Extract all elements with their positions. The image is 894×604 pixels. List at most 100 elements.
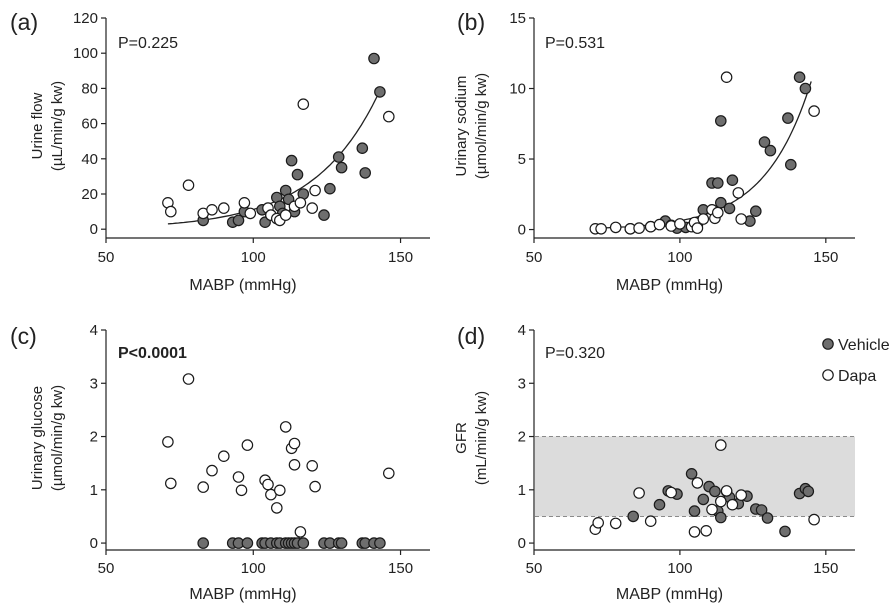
dapa-point <box>232 471 245 483</box>
y-tick-label: 3 <box>518 375 526 392</box>
dapa-point <box>633 222 645 234</box>
x-tick-label: 100 <box>667 560 692 577</box>
dapa-point <box>165 477 177 490</box>
y-axis-title-line: GFR <box>453 422 470 454</box>
y-axis-title: Urinary sodium (µmol/min/g kw) <box>453 73 490 179</box>
y-tick-label: 15 <box>509 10 526 27</box>
y-axis-title-line: Urinary sodium <box>453 76 470 177</box>
x-tick-label: 50 <box>526 249 543 266</box>
dapa-point <box>297 98 310 110</box>
dapa-point <box>165 205 177 218</box>
y-tick-label: 0 <box>518 535 526 552</box>
vehicle-point <box>784 158 797 171</box>
dapa-point <box>706 503 718 516</box>
dapa-point <box>382 110 395 123</box>
p-value: P=0.320 <box>545 345 605 362</box>
legend-marker <box>822 369 834 381</box>
y-tick-label: 1 <box>518 482 526 499</box>
dapa-point <box>197 481 209 493</box>
x-tick-label: 50 <box>98 560 115 577</box>
vehicle-point <box>291 168 304 181</box>
y-axis-title: GFR (mL/min/g kw) <box>453 391 490 485</box>
dapa-point <box>732 187 745 199</box>
dapa-point <box>162 436 174 448</box>
legend: Vehicle Dapa <box>822 337 890 385</box>
vehicle-point <box>285 154 298 167</box>
y-tick-label: 100 <box>73 45 98 62</box>
dapa-point <box>294 526 307 538</box>
vehicle-point <box>368 52 380 65</box>
vehicle-point <box>359 167 371 179</box>
dapa-point <box>279 421 292 433</box>
y-tick-label: 40 <box>81 151 98 168</box>
dapa-point <box>735 489 747 501</box>
vehicle-point <box>332 151 345 163</box>
y-tick-label: 2 <box>518 429 526 446</box>
dapa-point <box>279 209 292 221</box>
x-tick-label: 50 <box>526 560 543 577</box>
vehicle-point <box>793 71 806 83</box>
dapa-point <box>714 439 727 451</box>
y-tick-label: 2 <box>90 429 98 446</box>
vehicle-point <box>779 525 791 538</box>
dapa-point <box>726 498 739 511</box>
dapa-point <box>700 524 712 537</box>
y-tick-label: 0 <box>518 222 526 239</box>
fit-curve <box>167 90 381 225</box>
vehicle-point <box>374 86 386 98</box>
y-axis-title-line: (mL/min/g kw) <box>473 391 490 485</box>
dapa-point <box>306 202 318 214</box>
x-tick-label: 150 <box>388 249 413 266</box>
x-axis-title: MABP (mmHg) <box>616 586 723 603</box>
dapa-point <box>592 516 604 529</box>
y-tick-label: 0 <box>90 221 98 238</box>
dapa-point <box>309 184 321 197</box>
y-tick-label: 10 <box>509 81 526 98</box>
dapa-point <box>665 486 677 499</box>
dapa-point <box>218 450 230 462</box>
x-tick-label: 100 <box>241 560 266 577</box>
panel-label: (c) <box>10 323 37 349</box>
vehicle-point <box>697 493 710 506</box>
vehicle-point <box>688 505 701 517</box>
y-axis-title-line: (µmol/min/g kw) <box>473 73 490 179</box>
vehicle-point <box>374 537 386 549</box>
dapa-point <box>288 458 301 471</box>
vehicle-point <box>755 504 768 516</box>
y-tick-label: 4 <box>90 322 98 339</box>
dapa-point <box>218 202 230 214</box>
vehicle-point <box>761 512 774 524</box>
panel-label: (d) <box>457 323 485 349</box>
y-tick-label: 5 <box>518 151 526 168</box>
y-axis-title: Urine flow (µL/min/g kw) <box>29 81 66 171</box>
p-value: P=0.225 <box>118 35 178 52</box>
y-axis-title-line: (µmol/min/g kw) <box>49 385 66 491</box>
y-axis-title-line: Urine flow <box>29 92 46 159</box>
dapa-point <box>270 502 283 514</box>
y-tick-label: 0 <box>90 535 98 552</box>
dapa-point <box>691 222 704 234</box>
vehicle-point <box>723 202 736 215</box>
x-tick-label: 150 <box>813 560 838 577</box>
panel-d: 0 1 2 3 4 50 100 150 MABP (mmHg) GFR (mL/min/g kw)… <box>453 322 855 603</box>
panel-a: 0 20 40 60 80 100 120 50 100 150 MABP (mmHg) Urine … <box>10 9 430 294</box>
x-tick-label: 50 <box>98 249 115 266</box>
dapa-point <box>182 179 195 191</box>
dapa-point <box>720 485 733 497</box>
y-axis-title: Urinary glucose (µmol/min/g kw) <box>29 385 66 491</box>
y-tick-label: 3 <box>90 375 98 392</box>
vehicle-point <box>764 144 777 157</box>
dapa-point <box>653 218 666 231</box>
dapa-point <box>674 218 686 230</box>
legend-marker <box>822 338 834 350</box>
y-tick-label: 60 <box>81 116 98 133</box>
y-axis-title-line: (µL/min/g kw) <box>49 81 66 171</box>
dapa-point <box>711 206 724 219</box>
panel-label: (a) <box>10 9 38 35</box>
x-tick-label: 150 <box>388 560 413 577</box>
panel-label: (b) <box>457 9 485 35</box>
dapa-point <box>688 526 701 538</box>
vehicle-point <box>726 174 739 186</box>
